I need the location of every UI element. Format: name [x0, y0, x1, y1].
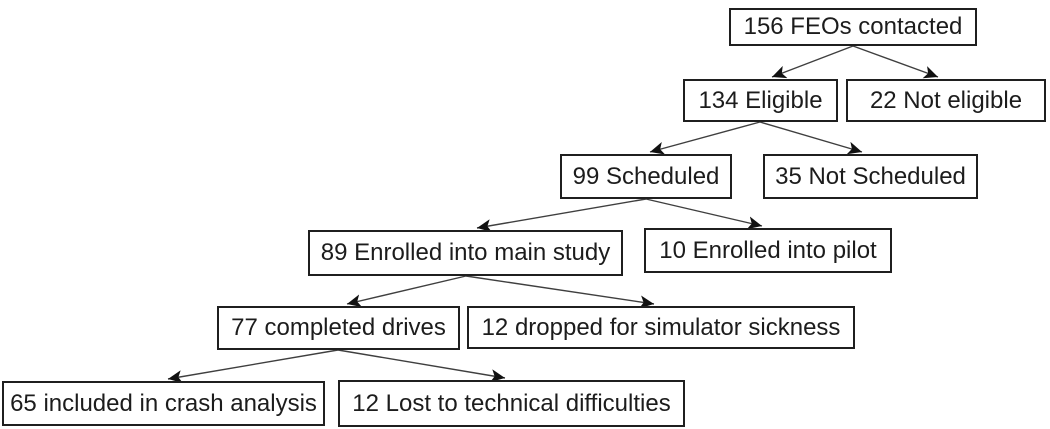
flow-node-not-scheduled: 35 Not Scheduled [763, 154, 978, 199]
flow-node-feos-contacted: 156 FEOs contacted [729, 8, 977, 46]
flow-node-lost-technical: 12 Lost to technical difficulties [338, 380, 685, 427]
arrow-scheduled-to-pilot [645, 198, 763, 230]
flow-node-scheduled: 99 Scheduled [560, 154, 732, 199]
flow-node-enrolled-main: 89 Enrolled into main study [308, 230, 623, 276]
arrow-completed-to-lost [337, 349, 506, 383]
arrow-contacted-to-not-eligible [852, 45, 939, 79]
flow-node-not-eligible: 22 Not eligible [846, 79, 1046, 122]
flow-node-completed-drives: 77 completed drives [217, 306, 460, 350]
arrow-eligible-to-scheduled [649, 121, 761, 155]
arrow-contacted-to-eligible [771, 45, 854, 79]
arrow-scheduled-to-main [476, 198, 647, 233]
arrow-eligible-to-not-scheduled [759, 121, 863, 155]
flow-node-enrolled-pilot: 10 Enrolled into pilot [644, 228, 892, 273]
arrow-completed-to-crash [167, 349, 339, 384]
arrow-main-to-dropped [465, 275, 655, 309]
flow-node-dropped-sickness: 12 dropped for simulator sickness [467, 306, 855, 349]
flow-node-crash-analysis: 65 included in crash analysis [2, 381, 325, 426]
flow-node-eligible: 134 Eligible [683, 79, 838, 122]
arrow-main-to-completed [346, 275, 467, 308]
